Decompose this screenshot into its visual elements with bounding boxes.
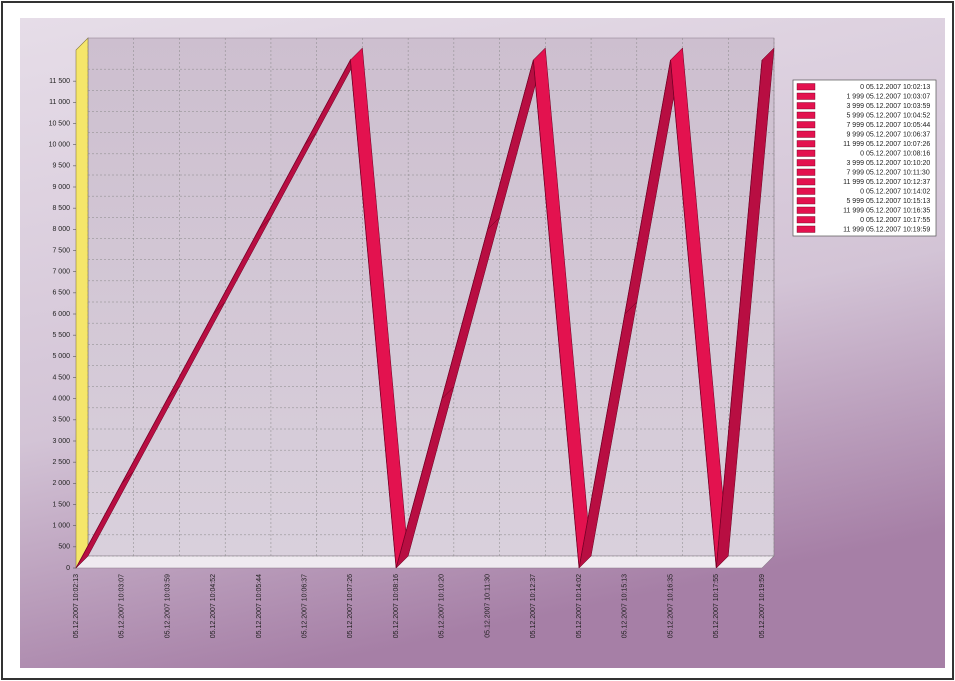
legend-swatch <box>796 216 816 224</box>
legend-value: 11 999 <box>843 179 864 186</box>
x-tick-label: 05.12.2007 10:10:20 <box>439 574 446 638</box>
legend-swatch <box>796 140 816 148</box>
legend-value: 11 999 <box>843 207 864 214</box>
legend-swatch <box>796 92 816 100</box>
legend-time: 05.12.2007 10:15:13 <box>866 198 930 205</box>
legend-value: 0 <box>860 217 864 224</box>
x-tick-label: 05.12.2007 10:14:02 <box>576 574 583 638</box>
y-tick-label: 11 000 <box>49 99 70 106</box>
line <box>75 58 763 569</box>
y-tick-label: 5 500 <box>52 332 70 339</box>
floor <box>75 555 775 569</box>
y-tick-label: 7 000 <box>52 269 70 276</box>
legend-swatch <box>796 206 816 214</box>
legend-time: 05.12.2007 10:16:35 <box>866 207 930 214</box>
legend-value: 0 <box>860 188 864 195</box>
y-tick-label: 0 <box>66 565 70 572</box>
y-tick-label: 7 500 <box>52 247 70 254</box>
y-tick-label: 2 500 <box>52 459 70 466</box>
x-tick-label: 05.12.2007 10:16:35 <box>667 574 674 638</box>
y-tick-label: 9 000 <box>52 184 70 191</box>
legend-time: 05.12.2007 10:14:02 <box>866 188 930 195</box>
y-tick-label: 6 500 <box>52 290 70 297</box>
y-tick-label: 9 500 <box>52 163 70 170</box>
legend-swatch <box>796 178 816 186</box>
x-tick-label: 05.12.2007 10:11:30 <box>484 574 491 638</box>
legend-swatch <box>796 225 816 233</box>
legend-swatch <box>796 168 816 176</box>
y-tick-label: 8 000 <box>52 226 70 233</box>
side-wall <box>75 37 89 569</box>
legend-time: 05.12.2007 10:19:59 <box>866 226 930 233</box>
legend-time: 05.12.2007 10:05:44 <box>866 122 930 129</box>
y-tick-label: 11 500 <box>49 78 70 85</box>
legend-swatch <box>796 130 816 138</box>
legend-time: 05.12.2007 10:10:20 <box>866 160 930 167</box>
y-tick-label: 10 500 <box>49 120 71 127</box>
y-tick-label: 3 500 <box>52 417 70 424</box>
x-tick-label: 05.12.2007 10:17:55 <box>713 574 720 638</box>
legend-value: 5 999 <box>846 198 864 205</box>
legend-box <box>792 79 937 237</box>
y-tick-label: 500 <box>58 544 70 551</box>
legend-value: 0 <box>860 150 864 157</box>
legend-value: 1 999 <box>846 93 864 100</box>
y-tick-label: 1 000 <box>52 523 70 530</box>
legend-time: 05.12.2007 10:06:37 <box>866 131 930 138</box>
legend-value: 0 <box>860 84 864 91</box>
x-tick-label: 05.12.2007 10:07:26 <box>347 574 354 638</box>
legend-swatch <box>796 83 816 91</box>
legend-swatch <box>796 102 816 110</box>
legend-time: 05.12.2007 10:03:07 <box>866 93 930 100</box>
x-tick-label: 05.12.2007 10:02:13 <box>73 574 80 638</box>
x-tick-label: 05.12.2007 10:08:16 <box>393 574 400 638</box>
legend-value: 11 999 <box>843 226 864 233</box>
legend-time: 05.12.2007 10:04:52 <box>866 112 930 119</box>
legend-swatch <box>796 121 816 129</box>
x-tick-label: 05.12.2007 10:06:37 <box>302 574 309 638</box>
x-tick-label: 05.12.2007 10:03:07 <box>119 574 126 638</box>
legend-time: 05.12.2007 10:02:13 <box>866 84 930 91</box>
legend-swatch <box>796 159 816 167</box>
legend-value: 7 999 <box>846 122 864 129</box>
x-tick-label: 05.12.2007 10:04:52 <box>210 574 217 638</box>
legend-time: 05.12.2007 10:11:30 <box>866 169 930 176</box>
x-tick-label: 05.12.2007 10:12:37 <box>530 574 537 638</box>
y-tick-label: 1 500 <box>52 501 70 508</box>
legend-swatch <box>796 187 816 195</box>
y-tick-label: 8 500 <box>52 205 70 212</box>
y-tick-label: 2 000 <box>52 480 70 487</box>
y-tick-label: 4 000 <box>52 396 70 403</box>
y-tick-label: 6 000 <box>52 311 70 318</box>
legend-time: 05.12.2007 10:03:59 <box>866 103 930 110</box>
y-tick-label: 5 000 <box>52 353 70 360</box>
y-tick-label: 3 000 <box>52 438 70 445</box>
legend-value: 5 999 <box>846 112 864 119</box>
legend-swatch <box>796 197 816 205</box>
back-wall <box>87 37 775 557</box>
legend-time: 05.12.2007 10:17:55 <box>866 217 930 224</box>
legend-value: 3 999 <box>846 103 864 110</box>
x-tick-label: 05.12.2007 10:05:44 <box>256 574 263 638</box>
legend-value: 7 999 <box>846 169 864 176</box>
legend-swatch <box>796 111 816 119</box>
legend-value: 3 999 <box>846 160 864 167</box>
legend-time: 05.12.2007 10:07:26 <box>866 141 930 148</box>
x-tick-label: 05.12.2007 10:15:13 <box>622 574 629 638</box>
legend-value: 11 999 <box>843 141 864 148</box>
y-tick-label: 10 000 <box>49 142 71 149</box>
x-tick-label: 05.12.2007 10:19:59 <box>759 574 766 638</box>
y-tick-label: 4 500 <box>52 374 70 381</box>
x-tick-label: 05.12.2007 10:03:59 <box>164 574 171 638</box>
legend-swatch <box>796 149 816 157</box>
legend-value: 9 999 <box>846 131 864 138</box>
legend-time: 05.12.2007 10:12:37 <box>866 179 930 186</box>
legend-time: 05.12.2007 10:08:16 <box>866 150 930 157</box>
